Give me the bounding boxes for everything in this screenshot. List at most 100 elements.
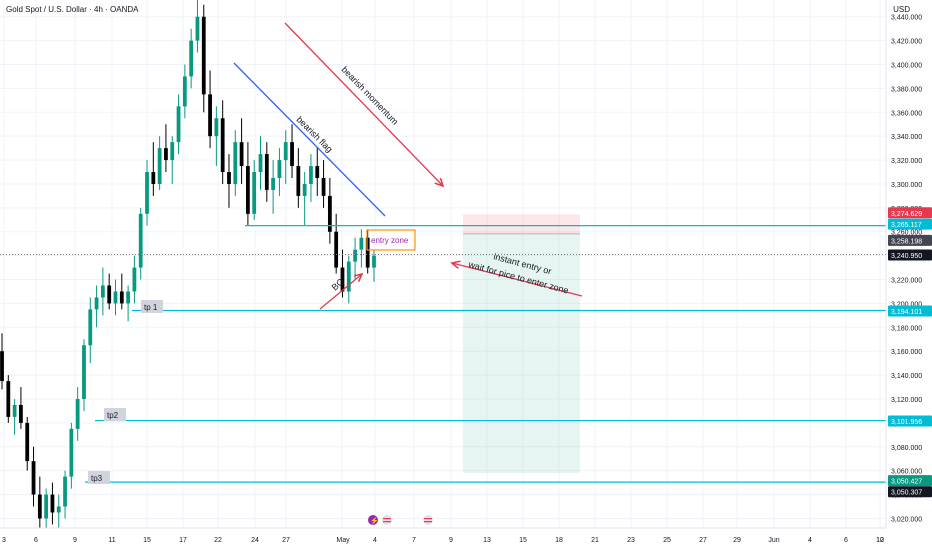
candle-body (25, 422, 30, 462)
x-tick-label: 10 (876, 537, 884, 544)
bearish-flag-trendline (233, 62, 386, 217)
candle-body (69, 428, 74, 477)
candle-body (252, 172, 257, 214)
x-tick-label: 9 (73, 537, 77, 544)
price-badge (888, 207, 932, 219)
entry-arrow (452, 263, 583, 297)
candle-body (346, 261, 351, 292)
candle-body (94, 297, 99, 310)
x-tick-label: 21 (591, 537, 599, 544)
candle-body (365, 237, 370, 268)
y-tick-label: 3,180.000 (891, 325, 922, 332)
candle-body (271, 177, 276, 190)
candle-body (359, 237, 364, 250)
candle-body (182, 76, 187, 107)
tp2-label: tp2 (107, 411, 119, 420)
candle-body (201, 16, 206, 95)
candle-body (107, 285, 112, 304)
y-tick-label: 3,260.000 (891, 230, 922, 237)
candle-body (189, 40, 194, 77)
price-badge (888, 475, 932, 487)
x-tick-label: 12 (876, 537, 884, 544)
price-badge-label: 3,050.427 (891, 479, 922, 486)
x-tick-label: 13 (483, 537, 491, 544)
entry-zone-box (366, 229, 416, 251)
x-tick-label: 22 (214, 537, 222, 544)
x-tick-label: 23 (627, 537, 635, 544)
y-tick-label: 3,160.000 (891, 349, 922, 356)
candle-body (132, 267, 137, 292)
tp1-label: tp 1 (144, 303, 158, 312)
stop-loss-zone (463, 214, 580, 234)
y-tick-label: 3,220.000 (891, 278, 922, 285)
flag-stripe (383, 521, 391, 523)
currency-label: USD (893, 5, 910, 14)
x-tick-label: 24 (251, 537, 259, 544)
tp3-label: tp3 (91, 474, 103, 483)
y-tick-label: 3,440.000 (891, 15, 922, 22)
candle-body (302, 183, 307, 196)
flag-stripe (424, 521, 432, 523)
candle-body (264, 154, 269, 190)
lightning-glyph: ⚡ (370, 516, 379, 525)
price-badge (888, 249, 932, 261)
grid (0, 0, 886, 528)
candle-body (372, 255, 376, 268)
bearish-flag-label: bearish flag (295, 114, 335, 154)
candle-body (340, 267, 345, 292)
x-tick-label: 17 (179, 537, 187, 544)
candle-body (6, 381, 11, 417)
x-tick-label: 27 (699, 537, 707, 544)
candle-body (44, 494, 49, 519)
price-badge (888, 305, 932, 317)
y-tick-label: 3,380.000 (891, 86, 922, 93)
candle-body (138, 213, 143, 268)
y-tick-label: 3,400.000 (891, 63, 922, 70)
candle-body (195, 16, 200, 41)
candle-body (50, 494, 55, 513)
x-tick-label: 29 (733, 537, 741, 544)
candle-body (56, 506, 61, 513)
candle-body (334, 231, 339, 268)
candle-body (157, 148, 162, 184)
candle-body (63, 476, 67, 507)
x-tick-label: May (336, 537, 350, 544)
candle-body (214, 118, 219, 137)
candle-body (164, 148, 168, 161)
event-lightning-icon (368, 515, 378, 525)
x-tick-label: 6 (844, 537, 848, 544)
price-badge-label: 3,265.117 (891, 222, 922, 229)
y-tick-label: 3,080.000 (891, 445, 922, 452)
event-us-flag-icon (423, 515, 433, 525)
x-tick-label: 15 (143, 537, 151, 544)
candle-body (239, 142, 244, 167)
price-badge (888, 415, 932, 427)
price-badge-label: 3,194.101 (891, 309, 922, 316)
candle-body (19, 404, 23, 423)
candle-body (258, 154, 263, 173)
price-badge-label: 3,101.956 (891, 419, 922, 426)
price-badge-label: 3,274.629 (891, 211, 922, 218)
chart-title: Gold Spot / U.S. Dollar · 4h · OANDA (6, 5, 139, 14)
tp3-label-box (88, 471, 110, 484)
price-badge-label: 3,050.307 (891, 490, 922, 497)
price-badge-label: 3,240.950 (891, 253, 922, 260)
candle-body (145, 172, 149, 214)
y-tick-label: 3,140.000 (891, 373, 922, 380)
x-tick-label: 25 (663, 537, 671, 544)
x-tick-label: 4 (808, 537, 812, 544)
entry-zone-label: entry zone (371, 236, 409, 245)
price-badge (888, 486, 932, 498)
candle-body (126, 291, 130, 304)
candle-body (327, 195, 332, 232)
x-tick-label: 15 (519, 537, 527, 544)
price-badge (888, 218, 932, 230)
candle-body (227, 172, 231, 184)
candle-body (353, 249, 357, 262)
y-tick-label: 3,420.000 (891, 39, 922, 46)
y-tick-label: 3,020.000 (891, 516, 922, 523)
flag-stripe (383, 518, 391, 520)
candle-body (0, 351, 4, 382)
